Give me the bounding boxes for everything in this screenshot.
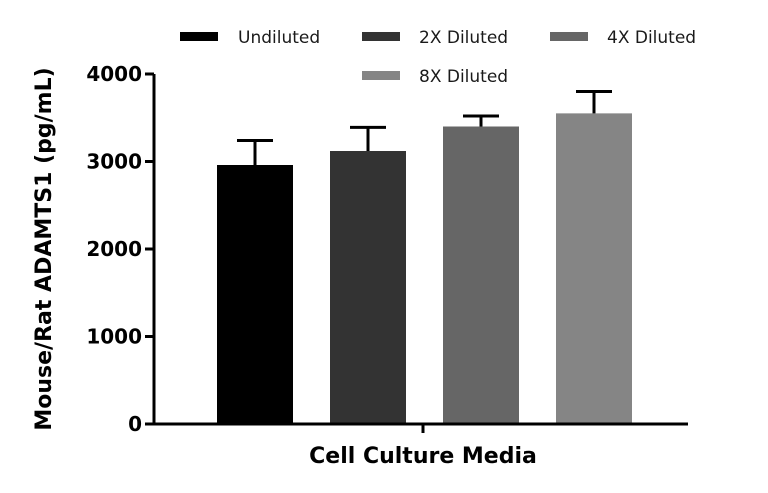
y-tick-label-3000: 3000 (86, 150, 142, 174)
x-axis-title: Cell Culture Media (309, 444, 537, 469)
legend-swatch-4x-diluted (550, 32, 588, 41)
legend-item-2x-diluted: 2X Diluted (362, 28, 508, 48)
legend-item-4x-diluted: 4X Diluted (550, 28, 696, 48)
legend: Undiluted 2X Diluted 4X Diluted 8X Dilut… (180, 28, 696, 87)
legend-swatch-8x-diluted (362, 71, 400, 80)
x-axis (153, 422, 688, 433)
y-tick-label-2000: 2000 (86, 237, 142, 261)
bar-2x-diluted (330, 151, 406, 424)
legend-label-2x-diluted: 2X Diluted (419, 28, 508, 48)
error-bar-8x-diluted (576, 90, 612, 114)
error-bar-2x-diluted (350, 125, 386, 151)
bar-8x-diluted (556, 113, 632, 424)
y-axis-title: Mouse/Rat ADAMTS1 (pg/mL) (32, 67, 57, 430)
legend-swatch-undiluted (180, 32, 218, 41)
y-tick-labels: 0 1000 2000 3000 4000 (86, 62, 142, 436)
bar-4x-diluted (443, 126, 519, 424)
error-bars (237, 90, 612, 165)
legend-label-8x-diluted: 8X Diluted (419, 67, 508, 87)
y-tick-label-1000: 1000 (86, 325, 142, 349)
legend-label-undiluted: Undiluted (238, 28, 320, 48)
bar-undiluted (217, 165, 293, 424)
legend-swatch-2x-diluted (362, 32, 400, 41)
y-axis (145, 72, 156, 426)
error-bar-undiluted (237, 139, 273, 165)
legend-label-4x-diluted: 4X Diluted (607, 28, 696, 48)
error-bar-4x-diluted (463, 114, 499, 127)
y-tick-label-4000: 4000 (86, 62, 142, 86)
legend-item-8x-diluted: 8X Diluted (362, 67, 508, 87)
bars (217, 113, 632, 424)
legend-item-undiluted: Undiluted (180, 28, 320, 48)
y-tick-label-0: 0 (128, 412, 142, 436)
